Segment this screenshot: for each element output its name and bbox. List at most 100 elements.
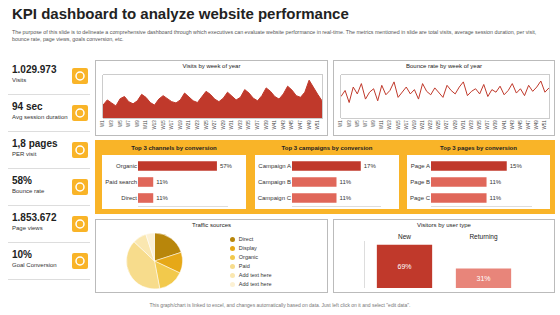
svg-text:W1: W1 [338,120,343,127]
svg-text:W23: W23 [428,120,433,130]
svg-text:W47: W47 [298,120,303,130]
svg-text:W43: W43 [510,120,515,130]
svg-text:Campaign B: Campaign B [258,179,291,185]
svg-text:W15: W15 [161,120,166,130]
svg-text:W13: W13 [152,120,157,130]
svg-text:W51: W51 [542,120,547,130]
svg-text:W3: W3 [109,120,114,127]
svg-text:W39: W39 [493,120,498,130]
svg-text:W23: W23 [195,120,200,130]
svg-text:W7: W7 [363,120,368,127]
html-text:Avg session duration: Avg session duration [12,114,68,120]
html-text:Page views: Page views [12,225,43,231]
svg-text:11%: 11% [156,195,168,201]
svg-text:W41: W41 [502,120,507,130]
html-text:The purpose of this slide is t: The purpose of this slide is to delineat… [12,29,537,42]
svg-text:15%: 15% [510,163,523,169]
svg-text:Organic: Organic [116,163,137,169]
html-text:58%: 58% [12,175,32,186]
html-text:Display: Display [238,245,257,251]
svg-text:Direct: Direct [121,195,137,201]
svg-text:69%: 69% [397,263,411,270]
svg-text:W25: W25 [204,120,209,130]
svg-text:W17: W17 [169,120,174,130]
svg-text:W47: W47 [526,120,531,130]
svg-text:W11: W11 [143,120,148,129]
svg-text:W27: W27 [445,120,450,130]
html-text:Top 3 campaigns by conversion: Top 3 campaigns by conversion [281,145,373,151]
html-text:Organic: Organic [238,254,259,260]
svg-text:W35: W35 [477,120,482,130]
html-text:Paid: Paid [238,263,250,269]
svg-text:W45: W45 [518,120,523,130]
svg-text:11%: 11% [490,195,502,201]
svg-text:W13: W13 [387,120,392,130]
html-text:Visits by week of year: Visits by week of year [182,63,241,69]
svg-text:11%: 11% [340,179,352,185]
html-text:PER visit: PER visit [12,151,37,157]
svg-text:W43: W43 [281,120,286,130]
svg-text:W49: W49 [534,120,539,130]
svg-text:W31: W31 [229,120,234,130]
html-text:Top 3 pages by conversion: Top 3 pages by conversion [440,145,517,151]
html-text:Visits: Visits [12,77,27,83]
html-text:10%: 10% [12,249,32,260]
svg-text:Returning: Returning [469,233,498,241]
svg-text:W21: W21 [420,120,425,130]
svg-text:W5: W5 [355,120,360,127]
svg-text:W45: W45 [289,120,294,130]
html-text:Bounce rate: Bounce rate [12,188,45,194]
svg-text:W21: W21 [186,120,191,130]
svg-text:W29: W29 [221,120,226,130]
svg-text:Page B: Page B [410,179,430,185]
svg-text:17%: 17% [364,163,377,169]
html-text:1.029.973: 1.029.973 [12,64,57,75]
html-text:1.853.672: 1.853.672 [12,212,57,223]
svg-text:W25: W25 [436,120,441,130]
html-text:Top 3 channels by conversion: Top 3 channels by conversion [131,145,217,151]
svg-text:W17: W17 [404,120,409,130]
svg-text:W19: W19 [412,120,417,130]
html-text:Add text here: Add text here [238,272,272,278]
svg-text:11%: 11% [340,195,352,201]
svg-text:W49: W49 [307,120,312,130]
svg-text:57%: 57% [220,163,233,169]
svg-text:W29: W29 [453,120,458,130]
svg-text:Page A: Page A [411,163,430,169]
svg-text:W9: W9 [371,120,376,127]
svg-text:Campaign C: Campaign C [258,195,292,201]
svg-text:Paid search: Paid search [105,179,137,185]
svg-text:W7: W7 [126,120,131,127]
html-text:Goal Conversion: Goal Conversion [12,262,57,268]
html-text:Traffic sources: Traffic sources [192,222,231,228]
html-text:Bounce rate by week of year: Bounce rate by week of year [406,63,482,69]
svg-text:W35: W35 [246,120,251,130]
svg-text:11%: 11% [490,179,502,185]
svg-text:W19: W19 [178,120,183,130]
svg-text:W11: W11 [379,120,384,129]
svg-text:W1: W1 [100,120,105,127]
html-text:This graph/chart is linked to: This graph/chart is linked to excel, and… [149,302,411,308]
svg-text:W41: W41 [272,120,277,130]
svg-text:W31: W31 [461,120,466,130]
svg-text:31%: 31% [476,275,490,282]
svg-text:11%: 11% [156,179,168,185]
svg-text:W27: W27 [212,120,217,130]
html-text:KPI dashboard to analyze websi: KPI dashboard to analyze website perform… [12,5,349,22]
html-text:Direct: Direct [238,236,254,242]
svg-text:Page C: Page C [410,195,431,201]
svg-text:New: New [398,233,411,240]
svg-text:Campaign A: Campaign A [258,163,291,169]
svg-text:W3: W3 [347,120,352,127]
svg-text:W5: W5 [118,120,123,127]
html-text:94 sec: 94 sec [12,101,43,112]
svg-text:W9: W9 [135,120,140,127]
svg-text:W51: W51 [315,120,320,130]
svg-text:W37: W37 [485,120,490,130]
svg-text:W15: W15 [396,120,401,130]
svg-text:W33: W33 [238,120,243,130]
svg-text:W39: W39 [264,120,269,130]
svg-text:W33: W33 [469,120,474,130]
html-text:1,8 pages: 1,8 pages [12,138,58,149]
svg-text:W37: W37 [255,120,260,130]
